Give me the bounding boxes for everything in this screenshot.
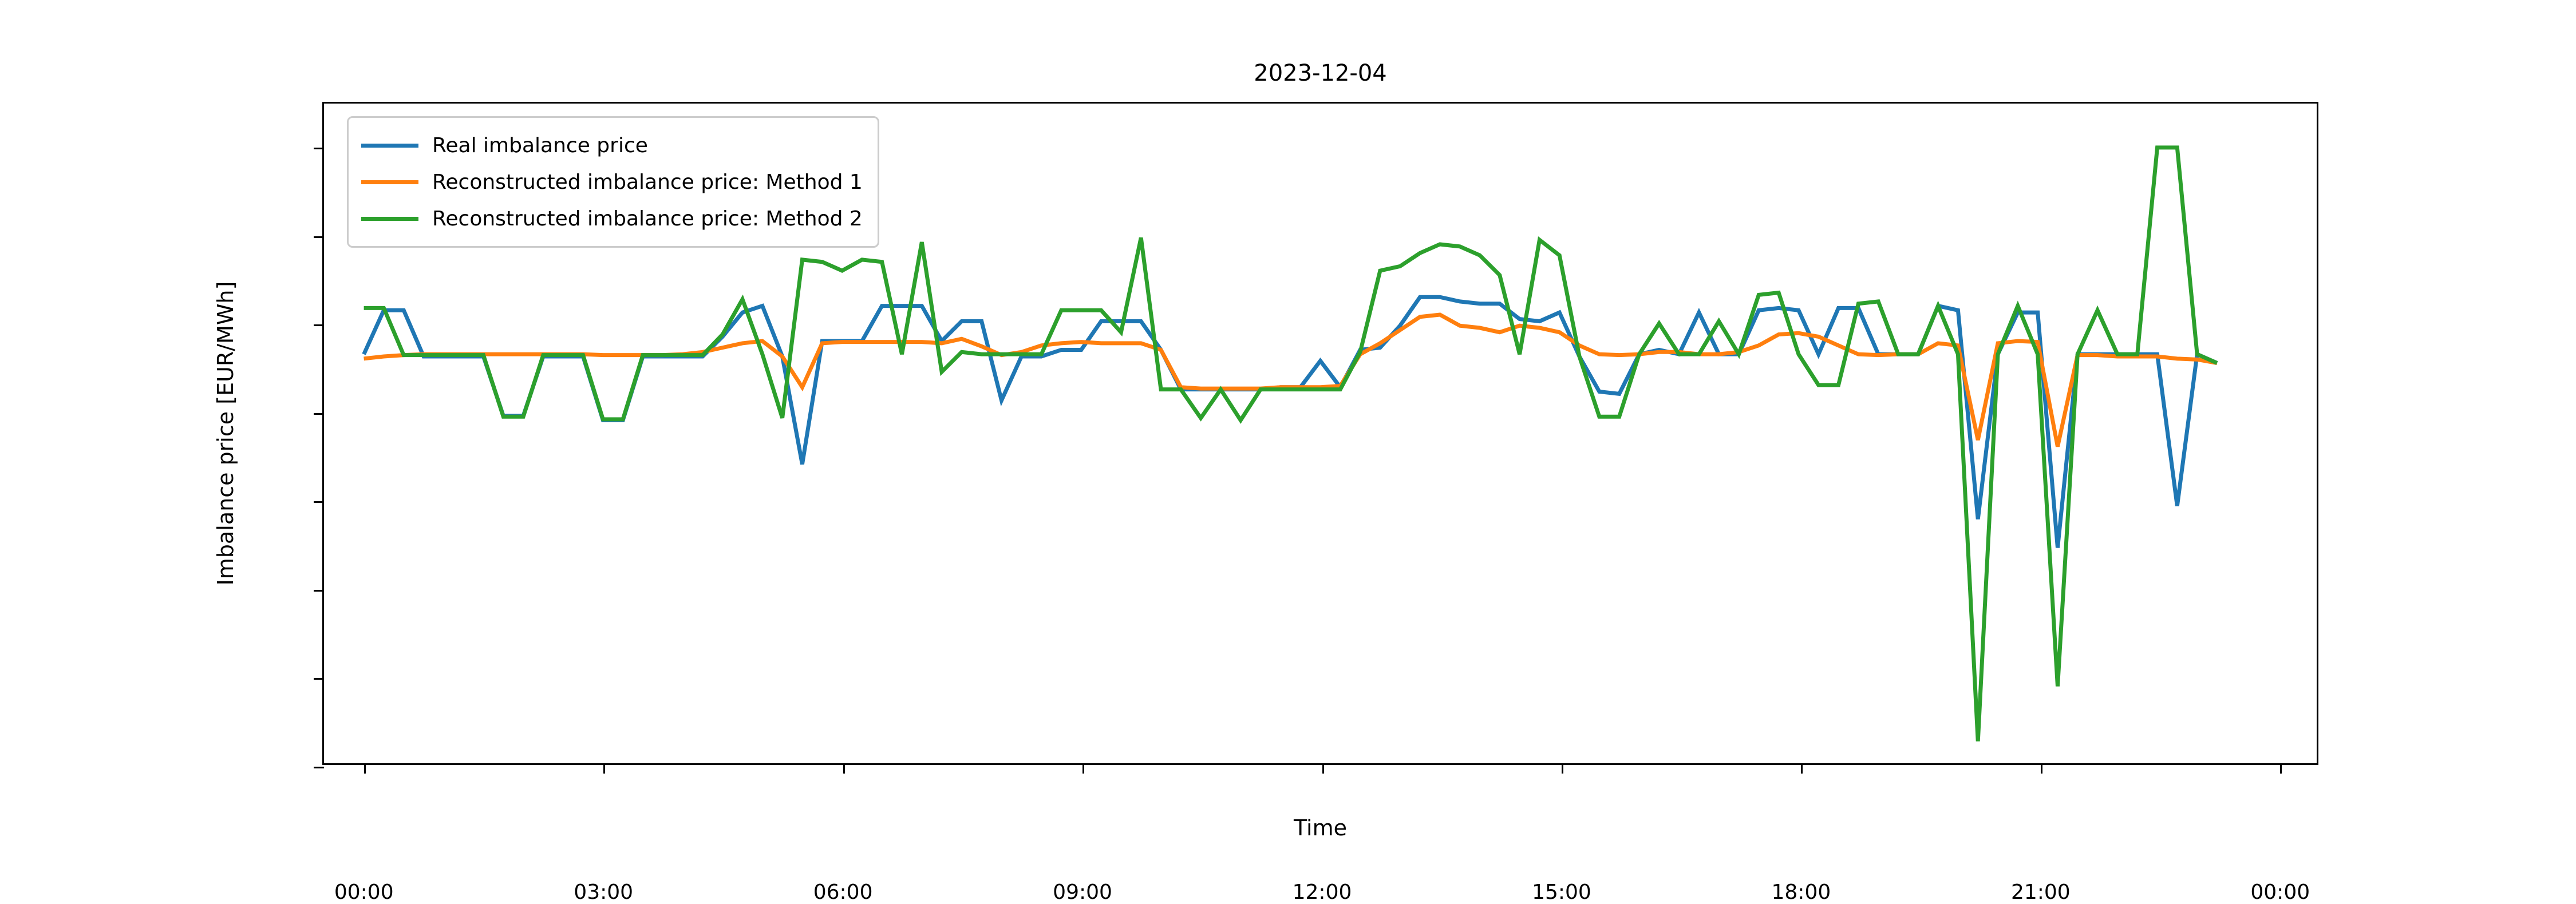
y-tick-mark [314, 678, 324, 680]
chart-title: 2023-12-04 [1254, 60, 1387, 86]
legend-item[interactable]: Reconstructed imbalance price: Method 2 [361, 200, 863, 237]
x-tick-label: 12:00 [1292, 881, 1352, 904]
legend-swatch-method2 [361, 216, 418, 221]
x-tick-mark [843, 763, 845, 774]
legend-label: Real imbalance price [432, 133, 648, 157]
y-tick-mark [314, 767, 324, 768]
x-tick-mark [1082, 763, 1085, 774]
legend: Real imbalance price Reconstructed imbal… [347, 116, 879, 248]
series-line [364, 148, 2217, 742]
y-axis-label: Imbalance price [EUR/MWh] [213, 281, 238, 586]
x-tick-mark [1322, 763, 1324, 774]
x-tick-mark [603, 763, 606, 774]
y-tick-mark [314, 501, 324, 503]
y-tick-mark [314, 324, 324, 327]
legend-label: Reconstructed imbalance price: Method 2 [432, 207, 863, 231]
x-tick-label: 03:00 [574, 881, 634, 904]
x-tick-label: 15:00 [1532, 881, 1591, 904]
legend-item[interactable]: Real imbalance price [361, 127, 863, 164]
figure: 2023-12-04 Imbalance price [EUR/MWh] Tim… [213, 60, 2318, 904]
x-tick-mark [1801, 763, 1803, 774]
x-tick-mark [1561, 763, 1563, 774]
x-tick-mark [364, 763, 366, 774]
x-tick-label: 09:00 [1053, 881, 1112, 904]
plot-area: Real imbalance price Reconstructed imbal… [314, 102, 2318, 904]
legend-item[interactable]: Reconstructed imbalance price: Method 1 [361, 164, 863, 200]
legend-swatch-method1 [361, 180, 418, 184]
x-tick-mark [2040, 763, 2042, 774]
x-tick-label: 00:00 [334, 881, 394, 904]
legend-swatch-real [361, 143, 418, 148]
x-tick-label: 21:00 [2010, 881, 2071, 904]
y-tick-mark [314, 413, 324, 415]
y-tick-mark [314, 236, 324, 238]
series-lines [324, 104, 2317, 763]
legend-label: Reconstructed imbalance price: Method 1 [432, 170, 863, 194]
y-tick-mark [314, 148, 324, 150]
x-tick-label: 00:00 [2250, 881, 2310, 904]
x-axis-label: Time [1294, 815, 1347, 840]
x-tick-mark [2280, 763, 2282, 774]
x-tick-label: 06:00 [813, 881, 873, 904]
series-line [364, 315, 2217, 447]
x-tick-label: 18:00 [1771, 881, 1831, 904]
y-tick-mark [314, 589, 324, 592]
series-line [364, 297, 2217, 548]
